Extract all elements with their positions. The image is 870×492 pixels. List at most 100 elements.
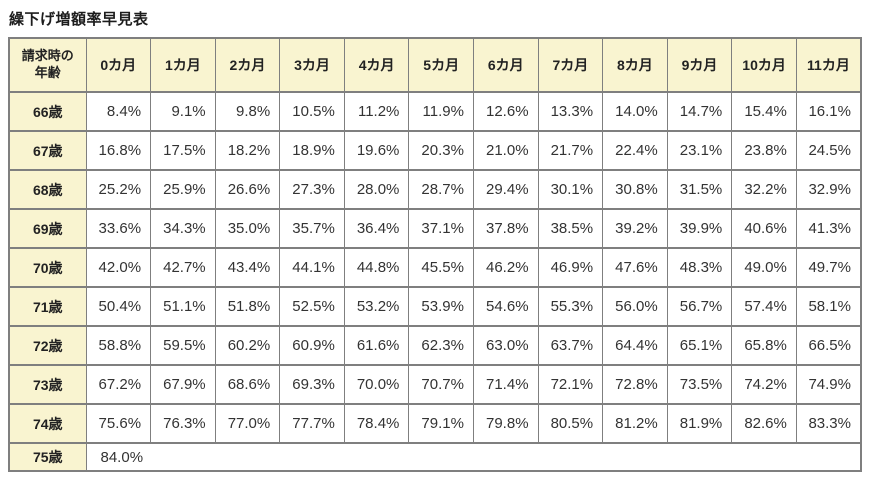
table-row: 71歳 50.4% 51.1% 51.8% 52.5% 53.2% 53.9% 54.6% 55…: [8, 286, 862, 327]
age-row-header: 67歳: [8, 130, 87, 171]
rate-value-cell: 51.8%: [214, 286, 281, 327]
rate-value-cell: 81.2%: [602, 403, 668, 444]
rate-value-cell: 66.5%: [795, 325, 862, 366]
rate-value-cell: 30.8%: [602, 169, 668, 210]
rate-value-cell: 49.7%: [795, 247, 862, 288]
month-header: 5カ月: [408, 37, 474, 93]
rate-value-cell: 32.9%: [795, 169, 862, 210]
page: 繰下げ増額率早見表 請求時の 年齢 0カ月 1カ月 2カ月 3カ月 4カ月 5カ月 6カ月 7…: [8, 11, 862, 472]
month-header: 8カ月: [602, 37, 668, 93]
month-header: 0カ月: [85, 37, 152, 93]
rate-value-cell: 71.4%: [472, 364, 539, 405]
rate-value-cell: 50.4%: [85, 286, 152, 327]
page-title: 繰下げ増額率早見表: [9, 11, 149, 28]
rate-value-cell: 18.2%: [214, 130, 281, 171]
rate-value-cell: 27.3%: [279, 169, 345, 210]
month-header: 9カ月: [666, 37, 733, 93]
rate-value-cell: 32.2%: [731, 169, 797, 210]
rate-value-cell: 73.5%: [666, 364, 733, 405]
rate-value-cell: 16.8%: [85, 130, 152, 171]
rate-value-cell: 77.7%: [279, 403, 345, 444]
rate-value-cell: 35.0%: [214, 208, 281, 249]
header-row: 請求時の 年齢 0カ月 1カ月 2カ月 3カ月 4カ月 5カ月 6カ月 7カ月 8カ月 9カ月 10…: [8, 37, 862, 93]
rate-value-cell: 40.6%: [731, 208, 797, 249]
age-row-header: 75歳: [8, 442, 87, 472]
rate-value-cell: 79.8%: [472, 403, 539, 444]
rate-value-cell: 60.2%: [214, 325, 281, 366]
rate-value-cell: 10.5%: [279, 91, 345, 132]
rate-value-cell: 47.6%: [602, 247, 668, 288]
rate-value-cell: 37.8%: [472, 208, 539, 249]
rate-value-cell: 24.5%: [795, 130, 862, 171]
rate-value-cell: 14.7%: [666, 91, 733, 132]
table-row: 74歳 75.6% 76.3% 77.0% 77.7% 78.4% 79.1% 79.8% 80…: [8, 403, 862, 444]
rate-value-cell: 38.5%: [537, 208, 604, 249]
rate-value-cell: 11.2%: [343, 91, 410, 132]
month-header: 7カ月: [537, 37, 604, 93]
rate-value-cell: 36.4%: [343, 208, 410, 249]
rate-value-cell: 23.1%: [666, 130, 733, 171]
rate-value-cell: 65.1%: [666, 325, 733, 366]
table-row: 72歳 58.8% 59.5% 60.2% 60.9% 61.6% 62.3% 63.0% 63…: [8, 325, 862, 366]
rate-value-cell: 72.8%: [602, 364, 668, 405]
rate-value-cell: 70.0%: [343, 364, 410, 405]
age-row-header: 68歳: [8, 169, 87, 210]
rate-value-cell: 59.5%: [150, 325, 216, 366]
rate-value-cell: 61.6%: [343, 325, 410, 366]
rate-value-cell: 14.0%: [602, 91, 668, 132]
rate-value-cell: 67.2%: [85, 364, 152, 405]
month-header: 6カ月: [472, 37, 539, 93]
table-head: 請求時の 年齢 0カ月 1カ月 2カ月 3カ月 4カ月 5カ月 6カ月 7カ月 8カ月 9カ月 10…: [8, 37, 862, 93]
rate-value-cell: 39.2%: [602, 208, 668, 249]
rate-value-cell: 42.0%: [85, 247, 152, 288]
rate-value-cell: 68.6%: [214, 364, 281, 405]
month-header: 4カ月: [343, 37, 410, 93]
age-row-header: 74歳: [8, 403, 87, 444]
rate-value-cell: 55.3%: [537, 286, 604, 327]
rate-value-cell: 25.2%: [85, 169, 152, 210]
age-row-header: 66歳: [8, 91, 87, 132]
table-row: 69歳 33.6% 34.3% 35.0% 35.7% 36.4% 37.1% 37.8% 38…: [8, 208, 862, 249]
rate-value-cell: 57.4%: [731, 286, 797, 327]
rate-value-cell: 74.2%: [731, 364, 797, 405]
age-row-header: 72歳: [8, 325, 87, 366]
table-row: 68歳 25.2% 25.9% 26.6% 27.3% 28.0% 28.7% 29.4% 30…: [8, 169, 862, 210]
rate-value-cell: 17.5%: [150, 130, 216, 171]
rate-value-cell: 44.1%: [279, 247, 345, 288]
month-header: 2カ月: [214, 37, 281, 93]
rate-value-cell: 74.9%: [795, 364, 862, 405]
age-row-header: 69歳: [8, 208, 87, 249]
rate-value-cell: 58.1%: [795, 286, 862, 327]
rate-value-cell: 56.7%: [666, 286, 733, 327]
rate-value-cell: 78.4%: [343, 403, 410, 444]
rate-value-cell: 81.9%: [666, 403, 733, 444]
rate-value-cell: 80.5%: [537, 403, 604, 444]
table-row: 66歳 8.4% 9.1% 9.8% 10.5% 11.2% 11.9% 12.6% 13.3%…: [8, 91, 862, 132]
increase-rate-table: 請求時の 年齢 0カ月 1カ月 2カ月 3カ月 4カ月 5カ月 6カ月 7カ月 8カ月 9カ月 10…: [8, 37, 862, 472]
rate-value-cell: 82.6%: [731, 403, 797, 444]
rate-value-cell: 58.8%: [85, 325, 152, 366]
table-body: 66歳 8.4% 9.1% 9.8% 10.5% 11.2% 11.9% 12.6% 13.3%…: [8, 91, 862, 472]
rate-value-cell: 49.0%: [731, 247, 797, 288]
rate-value-cell: 19.6%: [343, 130, 410, 171]
rate-value-cell: 83.3%: [795, 403, 862, 444]
rate-value-cell: 70.7%: [408, 364, 474, 405]
rate-value-cell: 31.5%: [666, 169, 733, 210]
rate-value-cell: 28.7%: [408, 169, 474, 210]
corner-header-line2: 年齢: [34, 65, 61, 80]
rate-value-cell: 9.1%: [150, 91, 216, 132]
rate-value-cell: 64.4%: [602, 325, 668, 366]
rate-value-cell: 53.9%: [408, 286, 474, 327]
age-row-header: 71歳: [8, 286, 87, 327]
month-header: 1カ月: [150, 37, 216, 93]
rate-value-cell: 54.6%: [472, 286, 539, 327]
rate-value-cell: 12.6%: [472, 91, 539, 132]
rate-value-cell: 28.0%: [343, 169, 410, 210]
rate-value-cell: 60.9%: [279, 325, 345, 366]
rate-value-cell: 23.8%: [731, 130, 797, 171]
rate-value-cell: 84.0%: [85, 442, 862, 472]
rate-value-cell: 30.1%: [537, 169, 604, 210]
rate-value-cell: 26.6%: [214, 169, 281, 210]
rate-value-cell: 65.8%: [731, 325, 797, 366]
rate-value-cell: 20.3%: [408, 130, 474, 171]
